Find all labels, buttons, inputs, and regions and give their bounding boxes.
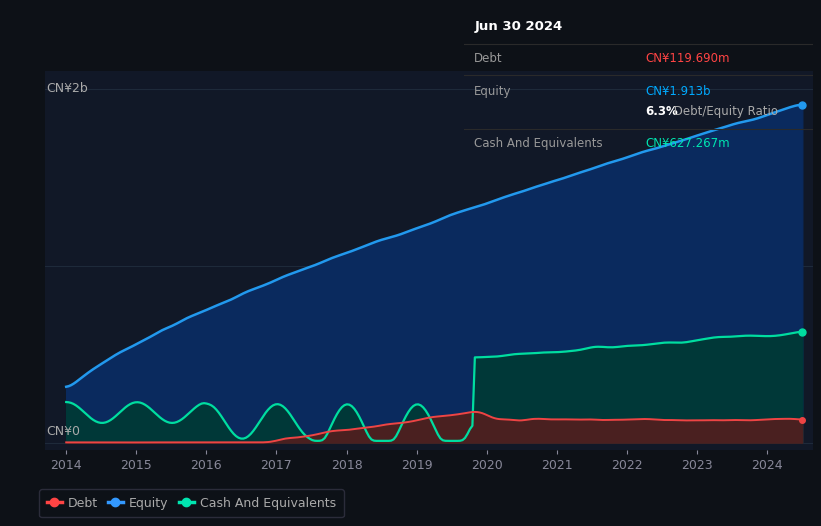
Text: 6.3%: 6.3%	[645, 105, 678, 118]
Text: Debt: Debt	[475, 52, 503, 65]
Text: Equity: Equity	[475, 86, 511, 98]
Text: Jun 30 2024: Jun 30 2024	[475, 21, 562, 33]
Text: Cash And Equivalents: Cash And Equivalents	[475, 137, 603, 150]
Text: CN¥2b: CN¥2b	[47, 83, 89, 95]
Text: CN¥1.913b: CN¥1.913b	[645, 86, 711, 98]
Text: CN¥119.690m: CN¥119.690m	[645, 52, 730, 65]
Text: Debt/Equity Ratio: Debt/Equity Ratio	[670, 105, 777, 118]
Text: CN¥627.267m: CN¥627.267m	[645, 137, 730, 150]
Text: CN¥0: CN¥0	[47, 426, 80, 438]
Legend: Debt, Equity, Cash And Equivalents: Debt, Equity, Cash And Equivalents	[39, 489, 344, 517]
